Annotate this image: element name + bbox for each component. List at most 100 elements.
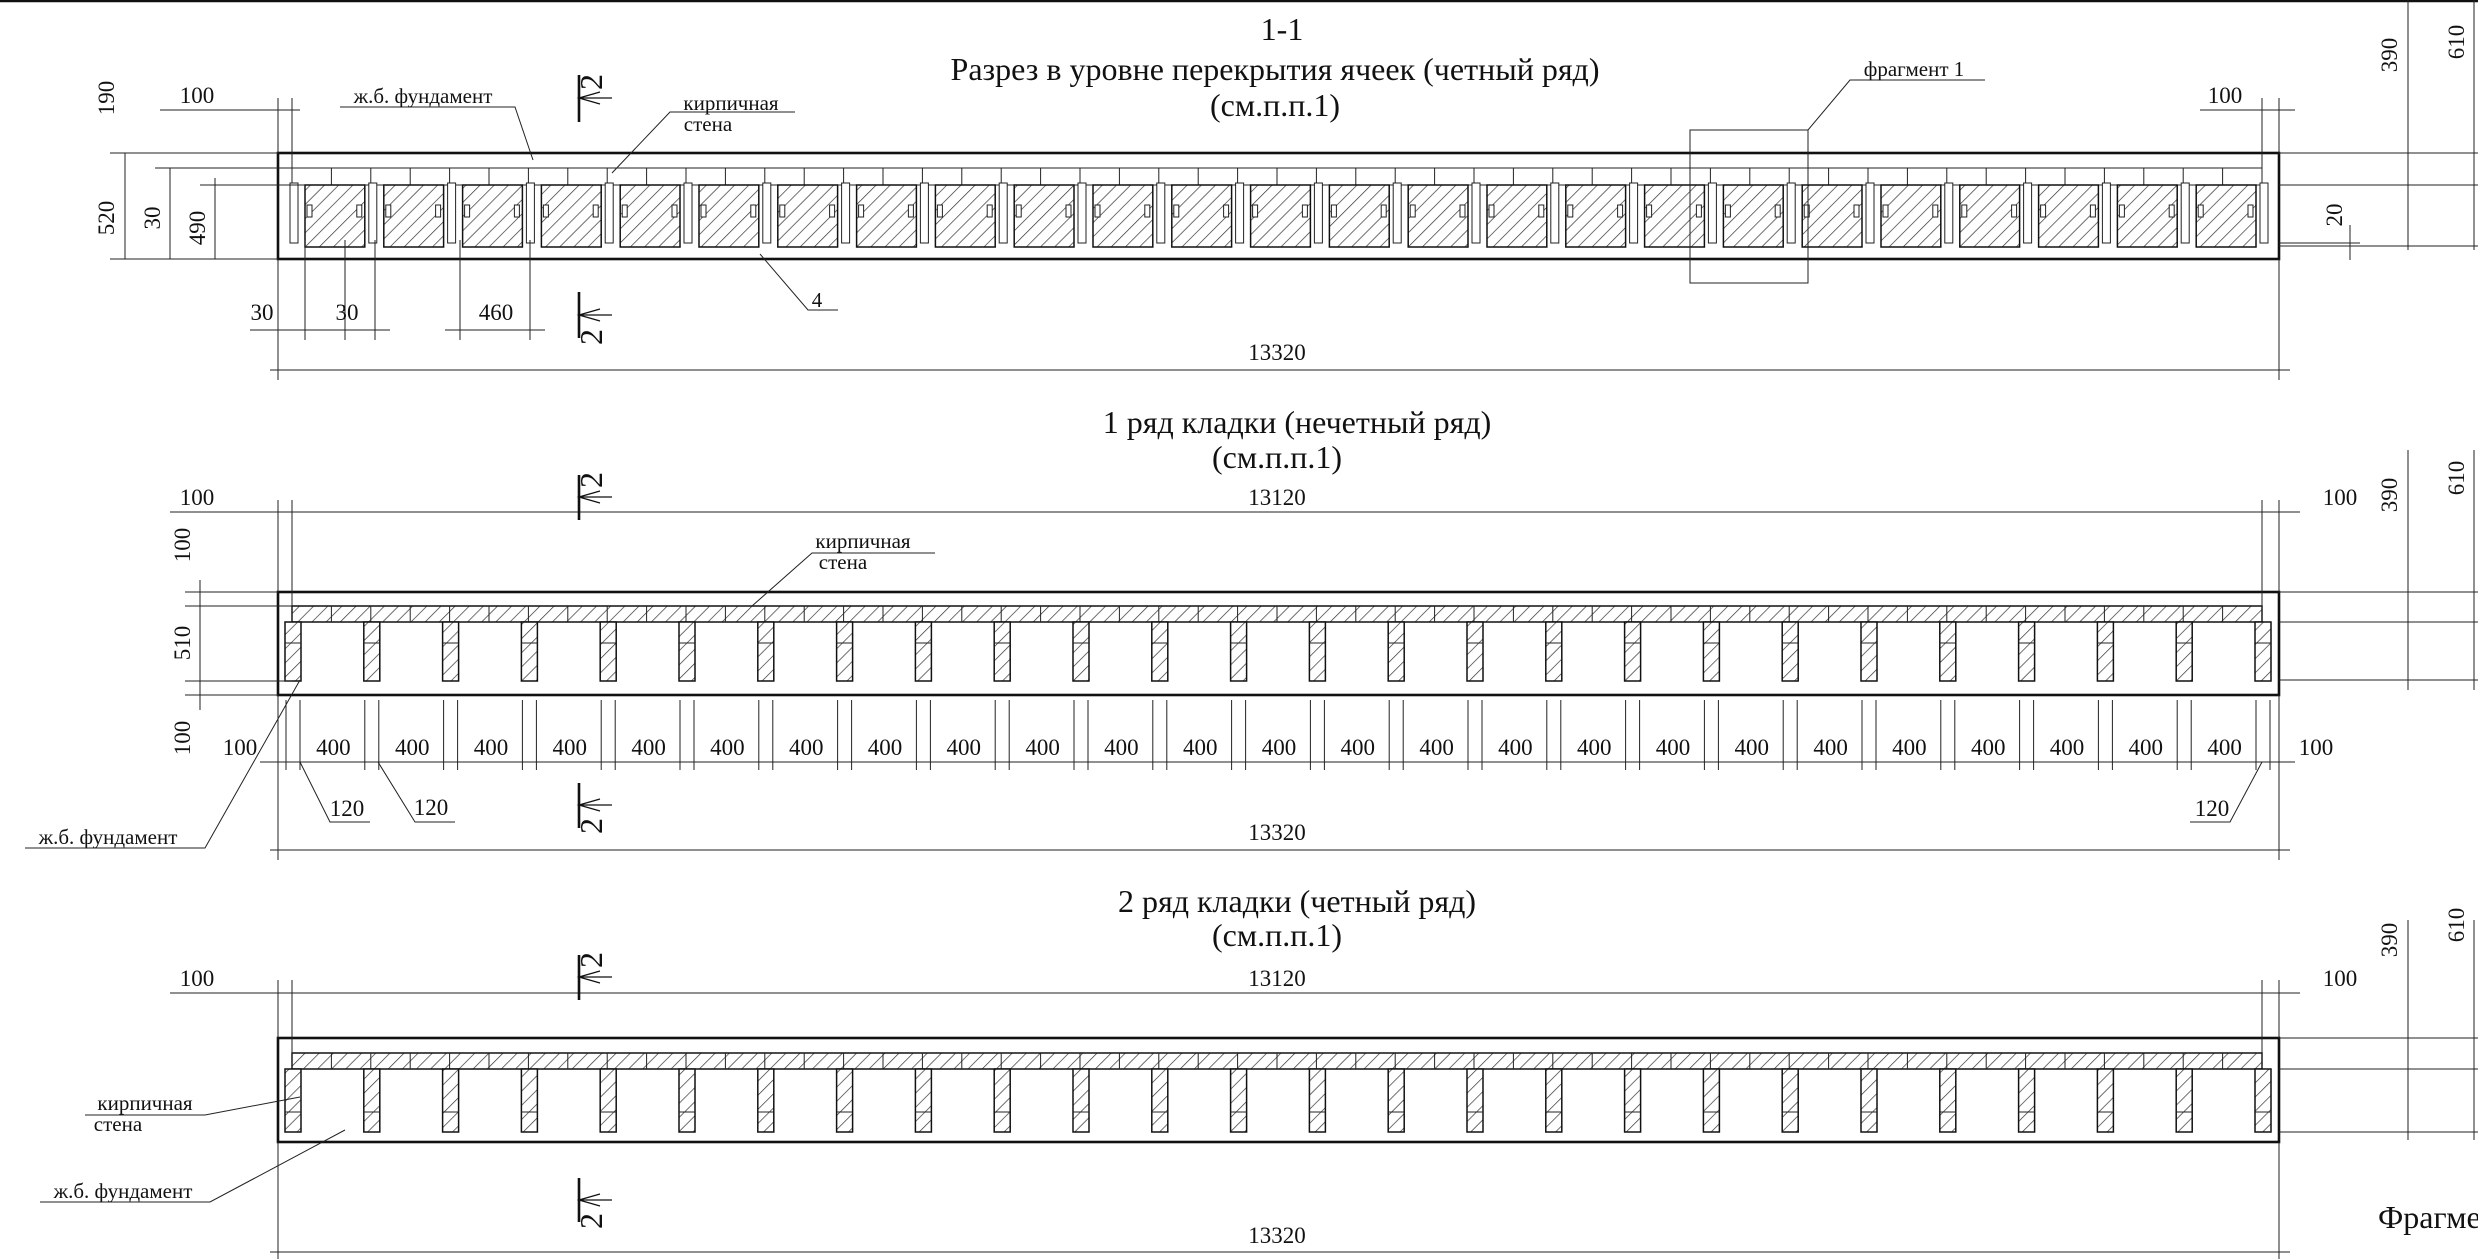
pier bbox=[1229, 1068, 1248, 1133]
fragment-1-label: фрагмент 1 bbox=[1864, 57, 1965, 81]
pier bbox=[2096, 1068, 2115, 1133]
dim-30-b: 30 bbox=[336, 300, 359, 325]
cell-width-400: 400 bbox=[316, 735, 351, 760]
fragment-1-frame bbox=[1689, 129, 1809, 284]
section-3-cut-mark-bottom: 2 bbox=[573, 1178, 612, 1229]
section-1-item-label: 4 bbox=[812, 288, 823, 312]
pier bbox=[1865, 182, 1875, 244]
section-1-foundation-label: ж.б. фундамент bbox=[353, 84, 493, 108]
pier bbox=[835, 1068, 854, 1133]
pier bbox=[2101, 182, 2111, 244]
pier bbox=[2023, 182, 2033, 244]
pier bbox=[1860, 621, 1878, 682]
section-3-brick-wall-label: кирпичная bbox=[97, 1091, 193, 1115]
pier bbox=[1781, 1068, 1799, 1133]
hatched-cell bbox=[1013, 184, 1075, 248]
hatched-cell bbox=[1565, 184, 1627, 248]
pier bbox=[2017, 1068, 2036, 1133]
section-2-dim-13120: 13120 bbox=[1248, 485, 1306, 510]
pier bbox=[2175, 1068, 2193, 1133]
pier bbox=[993, 1068, 1011, 1133]
pier bbox=[1072, 621, 1090, 682]
cell-width-400: 400 bbox=[789, 735, 824, 760]
section-2-ref: (см.п.п.1) bbox=[1212, 439, 1342, 475]
cell-width-400: 400 bbox=[2207, 735, 2242, 760]
section-3-ref: (см.п.п.1) bbox=[1212, 917, 1342, 953]
cell-width-400: 400 bbox=[631, 735, 666, 760]
dim-610-right: 610 bbox=[2444, 25, 2469, 60]
pier bbox=[1235, 182, 1245, 244]
section-3-outline bbox=[276, 1036, 2281, 1144]
section-2-dim-100-bottom-right: 100 bbox=[2299, 735, 2334, 760]
pier bbox=[2017, 621, 2036, 682]
hatched-cell bbox=[1171, 184, 1233, 248]
cell-width-400: 400 bbox=[1813, 735, 1848, 760]
hatched-cell bbox=[1486, 184, 1548, 248]
pier bbox=[447, 182, 457, 244]
pier bbox=[1860, 1068, 1878, 1133]
cell-width-400: 400 bbox=[1971, 735, 2006, 760]
hatched-cell bbox=[777, 184, 839, 248]
pier bbox=[1623, 1068, 1642, 1133]
pier bbox=[1156, 182, 1166, 244]
pier bbox=[604, 182, 614, 244]
pier bbox=[835, 621, 854, 682]
hatched-cell bbox=[1092, 184, 1154, 248]
cell-width-400: 400 bbox=[1577, 735, 1612, 760]
hatched-cell bbox=[383, 184, 445, 248]
pier bbox=[914, 621, 933, 682]
pier bbox=[1629, 182, 1639, 244]
dim-490: 490 bbox=[185, 211, 210, 246]
pier bbox=[1550, 182, 1560, 244]
section-3-dim-13120: 13120 bbox=[1248, 966, 1306, 991]
dim-460: 460 bbox=[479, 300, 514, 325]
cell-width-400: 400 bbox=[2050, 735, 2085, 760]
cell-width-400: 400 bbox=[1498, 735, 1533, 760]
pier bbox=[1471, 182, 1481, 244]
section-2-cut-mark-top-label: 2 bbox=[573, 472, 609, 488]
cell-width-400: 400 bbox=[553, 735, 588, 760]
pier bbox=[1545, 1068, 1563, 1133]
pier bbox=[1313, 182, 1323, 244]
pier bbox=[1387, 621, 1405, 682]
section-2-dim-120-b: 120 bbox=[414, 795, 449, 820]
pier bbox=[1151, 1068, 1169, 1133]
section-2-dim-610-right: 610 bbox=[2444, 461, 2469, 496]
pier bbox=[2254, 621, 2272, 682]
section-1-brick-row bbox=[291, 168, 2263, 186]
hatched-cell bbox=[1722, 184, 1784, 248]
pier bbox=[1466, 621, 1484, 682]
section-2-cell-dims: 400 400 400 400 400 400 400 400 400 400 400 400 400 4… bbox=[285, 700, 2271, 770]
pier bbox=[1229, 621, 1248, 682]
pier bbox=[762, 182, 772, 244]
hatched-cell bbox=[1801, 184, 1863, 248]
dim-20: 20 bbox=[2322, 204, 2347, 227]
pier bbox=[2175, 621, 2193, 682]
cell-width-400: 400 bbox=[1183, 735, 1218, 760]
pier bbox=[1387, 1068, 1405, 1133]
pier bbox=[914, 1068, 933, 1133]
hatched-cell bbox=[1959, 184, 2021, 248]
section-1-cells bbox=[289, 182, 2269, 248]
cut-mark-bottom-label: 2 bbox=[573, 329, 609, 345]
pier bbox=[1786, 182, 1796, 244]
dim-30-vertical: 30 bbox=[140, 207, 165, 230]
cell-width-400: 400 bbox=[1104, 735, 1139, 760]
cell-width-400: 400 bbox=[710, 735, 745, 760]
pier bbox=[1077, 182, 1087, 244]
hatched-cell bbox=[1880, 184, 1942, 248]
pier bbox=[363, 1068, 381, 1133]
pier bbox=[1944, 182, 1954, 244]
hatched-cell bbox=[2037, 184, 2100, 248]
hatched-cell bbox=[461, 184, 524, 248]
section-3-dim-610-right: 610 bbox=[2444, 908, 2469, 943]
section-2-cut-mark-top: 2 bbox=[573, 472, 612, 520]
section-2-dim-100-right: 100 bbox=[2323, 485, 2358, 510]
section-3-cut-mark-top-label: 2 bbox=[573, 952, 609, 968]
section-1-title: Разрез в уровне перекрытия ячеек (четный… bbox=[951, 51, 1600, 87]
section-3-piers bbox=[284, 1068, 2272, 1133]
pier bbox=[368, 182, 378, 244]
pier bbox=[2254, 1068, 2272, 1133]
pier bbox=[363, 621, 381, 682]
